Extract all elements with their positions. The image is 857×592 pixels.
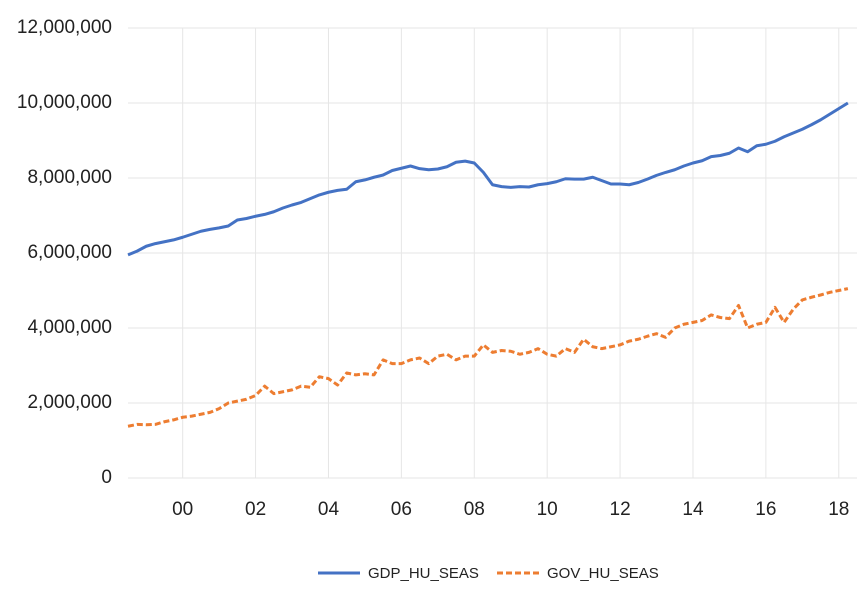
legend-label: GOV_HU_SEAS (547, 565, 659, 582)
y-tick-label: 4,000,000 (27, 317, 112, 338)
series-line (127, 101, 849, 257)
x-tick-label: 18 (828, 499, 849, 520)
legend: GDP_HU_SEAS GOV_HU_SEAS (318, 565, 659, 582)
x-tick-label: 16 (755, 499, 776, 520)
x-tick-label: 12 (610, 499, 631, 520)
x-tick-label: 02 (245, 499, 266, 520)
y-tick-label: 0 (101, 467, 112, 488)
y-tick-label: 6,000,000 (27, 242, 112, 263)
x-tick-label: 10 (537, 499, 558, 520)
y-tick-label: 2,000,000 (27, 392, 112, 413)
y-tick-label: 10,000,000 (17, 92, 112, 113)
legend-label: GDP_HU_SEAS (368, 565, 479, 582)
x-tick-label: 04 (318, 499, 340, 520)
x-tick-label: 14 (682, 499, 704, 520)
series-line (127, 287, 849, 428)
y-tick-label: 12,000,000 (17, 17, 112, 38)
y-tick-label: 8,000,000 (27, 167, 112, 188)
x-tick-label: 00 (172, 499, 193, 520)
x-tick-label: 08 (464, 499, 485, 520)
x-tick-label: 06 (391, 499, 412, 520)
